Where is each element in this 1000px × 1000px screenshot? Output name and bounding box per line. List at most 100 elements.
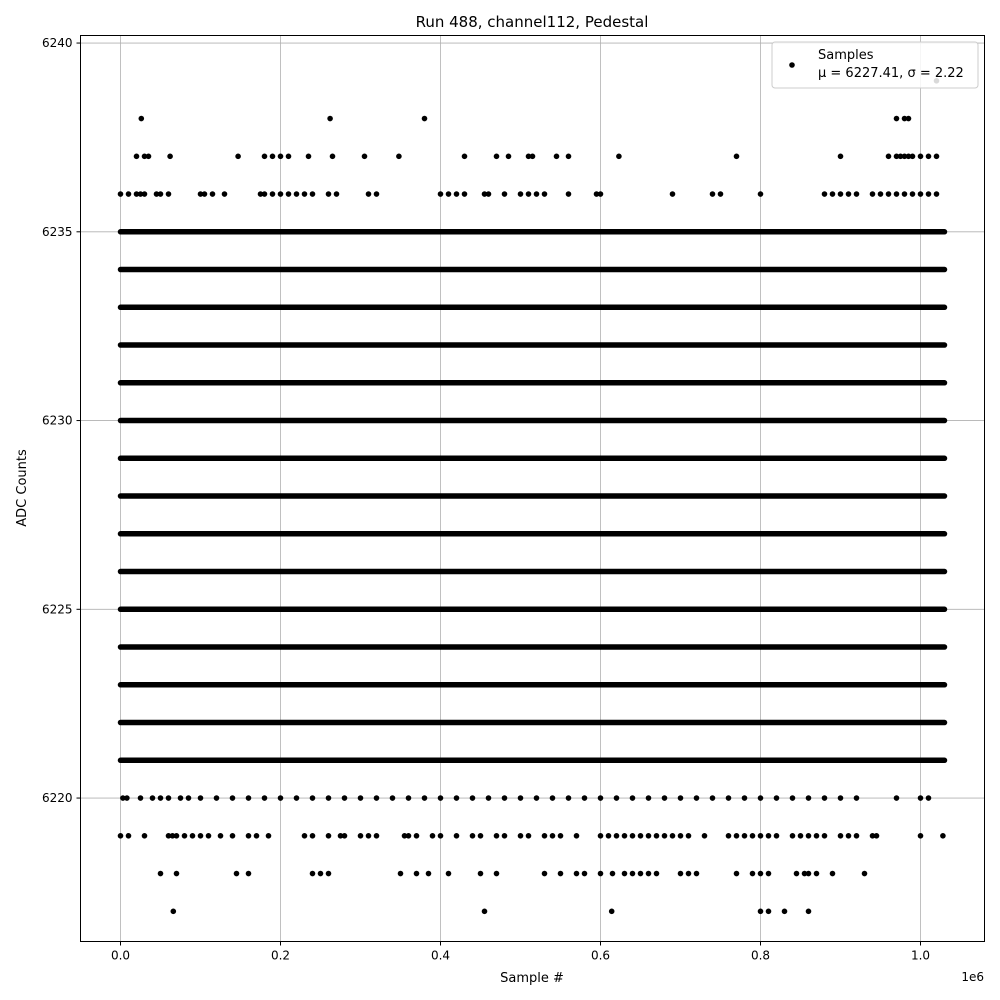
- sample-point: [893, 115, 900, 122]
- sample-point: [701, 833, 708, 839]
- y-tick-label: 6230: [42, 414, 73, 428]
- sample-point: [153, 191, 160, 197]
- sample-point: [877, 191, 884, 197]
- sample-point: [749, 833, 756, 839]
- sample-point: [901, 153, 908, 160]
- sample-point: [145, 153, 152, 160]
- y-axis-label: ADC Counts: [15, 449, 30, 527]
- y-tick-label: 6220: [42, 791, 73, 805]
- sample-point: [645, 870, 652, 877]
- sample-point: [557, 870, 564, 877]
- sample-point: [233, 870, 240, 877]
- sample-point: [773, 795, 780, 801]
- sample-point: [413, 870, 420, 877]
- sample-point: [608, 908, 615, 915]
- sample-point: [445, 870, 452, 877]
- sample-point: [197, 795, 204, 801]
- sample-point: [325, 870, 332, 877]
- x-axis-ticks: 0.0 0.2 0.4 0.6 0.8 1.0: [111, 941, 930, 963]
- sample-point: [421, 115, 428, 122]
- legend-marker: [789, 62, 795, 68]
- sample-point: [853, 795, 860, 801]
- sample-point: [501, 795, 508, 801]
- sample-point: [425, 870, 432, 877]
- sample-point: [309, 795, 316, 801]
- sample-point: [165, 795, 172, 801]
- sample-point: [573, 870, 580, 877]
- sample-point: [229, 795, 236, 801]
- sample-point: [533, 191, 540, 197]
- sample-point: [293, 795, 300, 801]
- sample-point: [285, 191, 292, 197]
- sample-point: [493, 153, 500, 160]
- sample-point: [213, 795, 220, 801]
- sample-point: [805, 908, 812, 915]
- sample-point: [373, 833, 380, 839]
- sample-point: [525, 833, 532, 839]
- sample-point: [893, 795, 900, 801]
- sample-point: [541, 191, 548, 197]
- sample-point: [181, 833, 188, 839]
- sample-point: [917, 833, 924, 839]
- legend-stats-label: μ = 6227.41, σ = 2.22: [818, 66, 964, 81]
- sample-point: [781, 908, 788, 915]
- sample-point: [917, 153, 924, 160]
- sample-point: [573, 833, 580, 839]
- sample-point: [613, 795, 620, 801]
- sample-point: [317, 870, 324, 877]
- sample-point: [609, 870, 616, 877]
- sample-point: [309, 833, 316, 839]
- sample-point: [905, 115, 912, 122]
- sample-point: [170, 908, 177, 915]
- sample-point: [235, 153, 241, 160]
- sample-point: [757, 870, 764, 877]
- sample-point: [138, 115, 145, 122]
- sample-point: [940, 833, 946, 839]
- sample-point: [396, 153, 402, 160]
- sample-point: [165, 191, 172, 197]
- sample-point: [365, 191, 372, 197]
- sample-point: [821, 795, 828, 801]
- sample-point: [277, 795, 284, 801]
- sample-point: [469, 795, 476, 801]
- sample-point: [821, 833, 828, 839]
- sample-point: [829, 191, 836, 197]
- sample-point: [477, 870, 484, 877]
- sample-point: [793, 870, 800, 877]
- sample-point: [325, 833, 332, 839]
- sample-point: [597, 191, 604, 197]
- sample-point: [429, 833, 436, 839]
- sample-point: [813, 833, 820, 839]
- sample-point: [341, 795, 348, 801]
- sample-point: [613, 833, 620, 839]
- sample-point: [189, 833, 196, 839]
- sample-point: [909, 191, 916, 197]
- sample-point: [557, 833, 564, 839]
- sample-point: [413, 833, 420, 839]
- sample-point: [501, 833, 508, 839]
- sample-point: [801, 870, 808, 877]
- sample-point: [637, 833, 644, 839]
- sample-point: [185, 795, 192, 801]
- sample-point: [477, 833, 484, 839]
- sample-point: [217, 833, 224, 839]
- sample-point: [553, 153, 560, 160]
- sample-point: [525, 153, 532, 160]
- sample-point: [725, 833, 732, 839]
- sample-point: [581, 795, 588, 801]
- sample-point: [685, 833, 692, 839]
- sample-point: [373, 191, 380, 197]
- sample-point: [437, 795, 444, 801]
- sample-point: [677, 870, 684, 877]
- sample-point: [893, 153, 900, 160]
- sample-point: [373, 795, 380, 801]
- sample-point: [327, 115, 333, 122]
- sample-point: [229, 833, 236, 839]
- sample-point: [897, 153, 904, 160]
- sample-point: [757, 908, 764, 915]
- sample-point: [277, 153, 284, 160]
- sample-point: [261, 191, 268, 197]
- sample-point: [693, 795, 700, 801]
- sample-point: [757, 191, 764, 197]
- sample-point: [669, 191, 676, 197]
